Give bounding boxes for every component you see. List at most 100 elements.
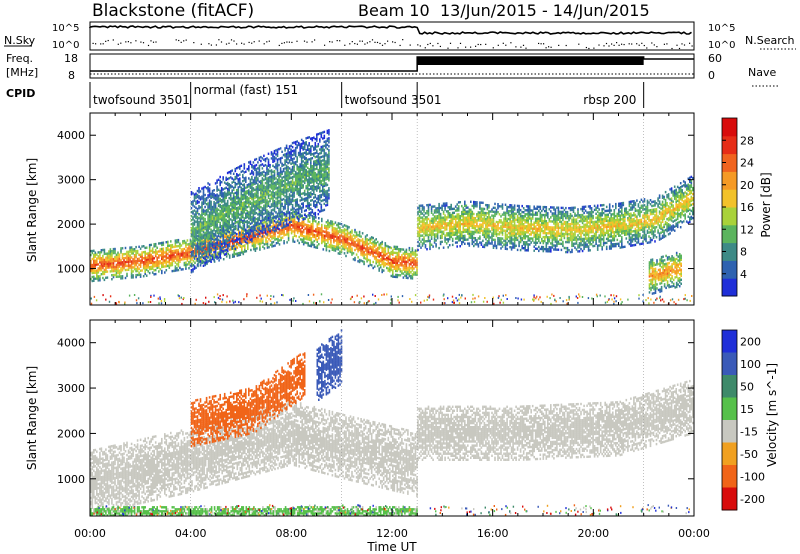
echo-cell xyxy=(334,229,337,232)
echo-cell xyxy=(222,210,224,213)
echo-cell xyxy=(349,234,352,238)
echo-cell xyxy=(381,254,383,258)
echo-cell xyxy=(325,178,327,181)
echo-cell xyxy=(148,249,151,253)
echo-cell xyxy=(236,203,238,206)
echo-cell xyxy=(392,269,394,272)
echo-cell xyxy=(430,217,433,220)
echo-cell xyxy=(311,169,314,172)
echo-cell xyxy=(251,207,253,211)
echo-cell xyxy=(389,246,391,249)
echo-cell xyxy=(199,252,202,255)
echo-cell xyxy=(207,220,209,223)
echo-cell xyxy=(220,213,223,216)
echo-cell xyxy=(266,157,268,160)
echo-cell xyxy=(192,268,194,271)
echo-cell xyxy=(285,186,288,189)
echo-cell xyxy=(217,220,220,223)
echo-cell xyxy=(320,171,323,175)
echo-cell xyxy=(254,202,256,205)
echo-cell xyxy=(245,238,248,241)
echo-cell xyxy=(228,193,230,196)
echo-cell xyxy=(427,205,430,209)
echo-cell xyxy=(115,271,118,274)
echo-cell xyxy=(424,222,427,225)
echo-cell xyxy=(133,262,136,265)
echo-cell xyxy=(264,171,267,175)
echo-cell xyxy=(322,149,324,152)
echo-cell xyxy=(302,148,304,151)
echo-cell xyxy=(201,225,203,228)
echo-cell xyxy=(326,143,329,147)
echo-cell xyxy=(220,199,223,202)
echo-cell xyxy=(314,199,317,203)
echo-cell xyxy=(111,264,113,267)
echo-cell xyxy=(299,173,301,176)
echo-cell xyxy=(270,185,273,188)
echo-cell xyxy=(296,227,299,230)
echo-cell xyxy=(91,251,94,255)
echo-cell xyxy=(226,183,229,187)
echo-cell xyxy=(433,233,436,236)
echo-cell xyxy=(170,244,172,247)
echo-cell xyxy=(294,146,297,150)
echo-cell xyxy=(136,249,139,253)
nsearch-point xyxy=(631,43,633,45)
echo-cell xyxy=(234,219,237,223)
echo-cell xyxy=(188,249,190,252)
echo-cell xyxy=(322,145,324,148)
echo-cell xyxy=(285,194,288,197)
echo-cell xyxy=(283,228,285,231)
echo-cell xyxy=(414,253,417,256)
echo-cell xyxy=(336,243,338,247)
echo-cell xyxy=(367,242,370,246)
echo-cell xyxy=(339,222,341,225)
echo-cell xyxy=(165,257,168,260)
echo-cell xyxy=(288,181,291,184)
nsearch-point xyxy=(155,41,157,43)
echo-cell xyxy=(317,158,320,162)
echo-cell xyxy=(93,257,95,260)
echo-cell xyxy=(282,163,285,167)
echo-cell xyxy=(299,177,301,180)
echo-cell xyxy=(319,172,321,175)
echo-cell xyxy=(162,251,165,254)
echo-cell xyxy=(147,266,149,269)
echo-cell xyxy=(185,251,187,254)
echo-cell xyxy=(117,259,119,262)
echo-cell xyxy=(322,193,324,196)
echo-cell xyxy=(239,165,241,168)
echo-cell xyxy=(308,214,311,217)
echo-cell xyxy=(296,172,298,175)
nsearch-point xyxy=(180,41,182,43)
echo-cell xyxy=(430,207,433,210)
echo-cell xyxy=(330,222,332,225)
echo-cell xyxy=(238,252,240,255)
echo-cell xyxy=(310,173,312,176)
echo-cell xyxy=(182,240,184,243)
echo-cell xyxy=(421,228,424,231)
echo-cell xyxy=(325,170,327,173)
echo-cell xyxy=(222,228,224,231)
echo-cell xyxy=(246,197,249,201)
echo-cell xyxy=(313,184,315,187)
echo-cell xyxy=(376,252,379,256)
echo-cell xyxy=(241,245,243,248)
echo-cell xyxy=(202,228,205,231)
echo-cell xyxy=(161,255,163,259)
echo-cell xyxy=(124,276,127,280)
echo-cell xyxy=(214,242,217,245)
echo-cell xyxy=(307,238,309,241)
echo-cell xyxy=(310,179,312,182)
echo-cell xyxy=(254,178,256,181)
echo-cell xyxy=(288,155,291,158)
echo-cell xyxy=(317,174,320,178)
echo-cell xyxy=(269,215,271,219)
echo-cell xyxy=(260,163,262,167)
echo-cell xyxy=(300,176,303,180)
echo-cell xyxy=(325,174,327,177)
echo-cell xyxy=(238,232,240,235)
echo-cell xyxy=(285,190,288,193)
echo-cell xyxy=(423,218,425,221)
echo-cell xyxy=(241,247,243,250)
